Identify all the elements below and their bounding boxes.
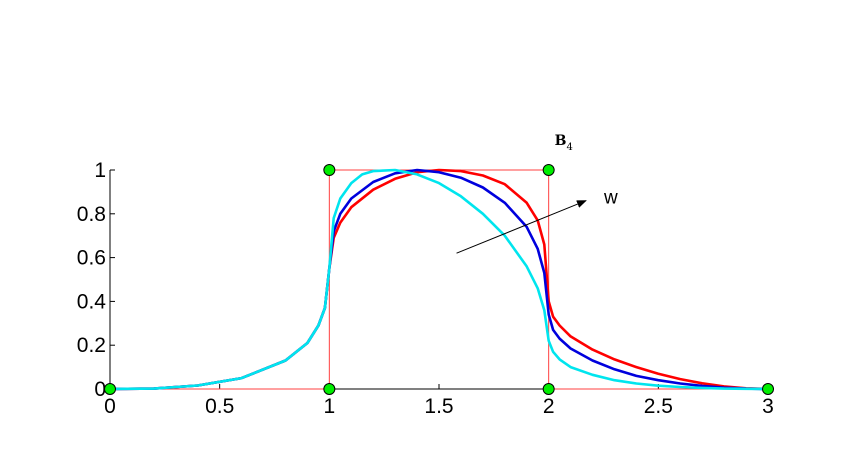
- x-tick-label: 3: [762, 395, 774, 418]
- y-ticks: 0 0.2 0.4 0.6 0.8 1: [77, 159, 115, 401]
- control-point: [323, 164, 336, 176]
- y-tick-label: 0: [94, 378, 106, 401]
- y-tick-label: 0.2: [77, 334, 106, 357]
- control-point: [762, 383, 774, 395]
- series-layer: [108, 168, 770, 391]
- x-tick-label: 1: [323, 395, 335, 418]
- control-point: [542, 164, 555, 176]
- control-point: [323, 383, 336, 395]
- x-tick-label: 0.5: [205, 395, 234, 418]
- direction-arrow: [456, 200, 587, 254]
- x-tick-label: 2: [543, 395, 555, 418]
- x-tick-label: 1.5: [424, 395, 453, 418]
- y-tick-label: 0.6: [77, 247, 106, 270]
- series-line-2: [108, 168, 770, 391]
- series-line-3: [108, 168, 770, 391]
- x-ticks: 0 0.5 1 1.5 2 2.5 3: [104, 384, 774, 418]
- series-line-1: [108, 168, 770, 391]
- control-polygon: [110, 169, 768, 390]
- control-point: [542, 383, 555, 395]
- axes: [109, 170, 768, 390]
- curve-label-subscript: 4: [567, 142, 573, 153]
- curve-label: B4: [555, 133, 573, 153]
- arrow-label: w: [603, 188, 618, 209]
- control-points-layer: [104, 164, 774, 395]
- y-tick-label: 1: [94, 159, 106, 182]
- y-tick-label: 0.8: [77, 203, 106, 226]
- control-point: [104, 383, 116, 395]
- x-tick-label: 0: [104, 395, 116, 418]
- curve-label-main: B: [555, 133, 567, 149]
- control-polygon-layer: [110, 169, 768, 390]
- y-tick-label: 0.4: [77, 290, 107, 313]
- x-tick-label: 2.5: [644, 395, 673, 418]
